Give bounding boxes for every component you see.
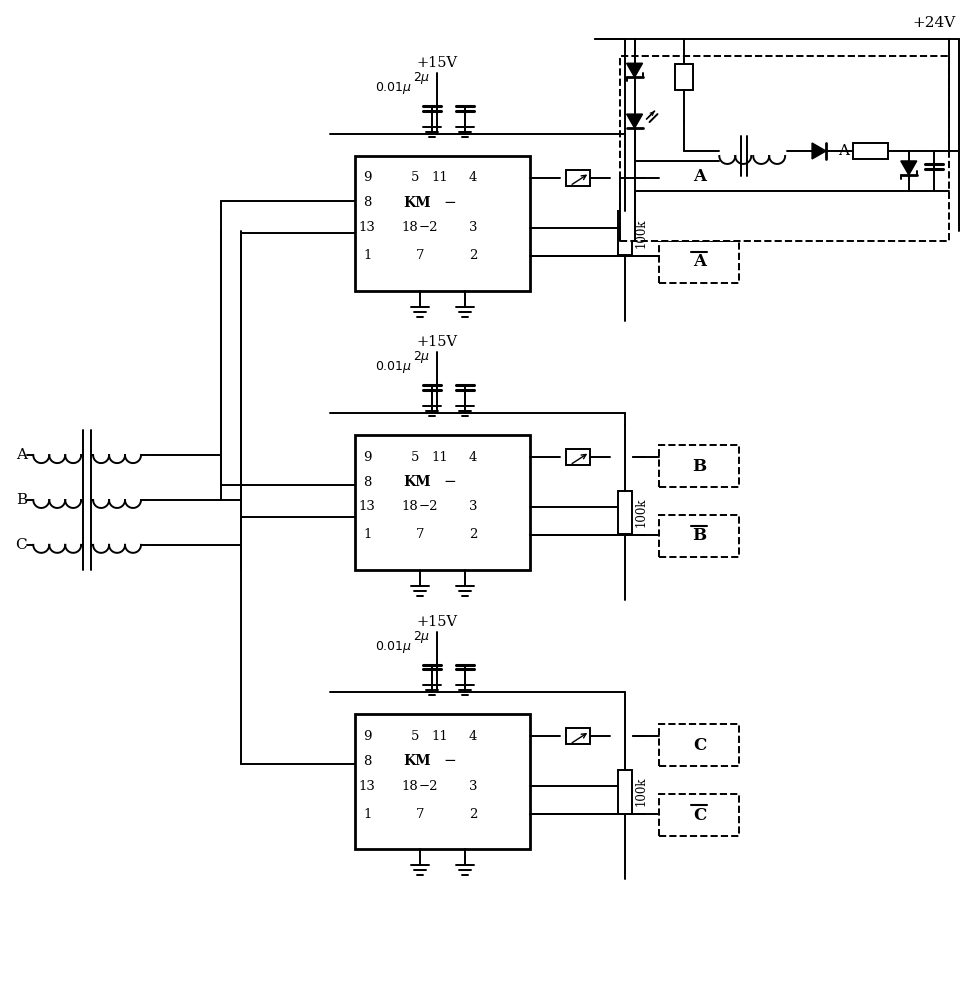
Bar — [659, 515, 740, 556]
Text: −: − — [443, 754, 457, 768]
Text: C: C — [693, 807, 706, 824]
Text: KM: KM — [404, 754, 431, 768]
Bar — [620, 56, 949, 241]
Text: +24V: +24V — [912, 17, 955, 31]
Text: −2: −2 — [418, 501, 438, 514]
Text: KM: KM — [404, 196, 431, 210]
Bar — [355, 436, 529, 570]
Text: 8: 8 — [363, 196, 372, 209]
Text: $2\mu$: $2\mu$ — [413, 349, 431, 365]
Text: −: − — [443, 196, 457, 210]
Text: 100k: 100k — [635, 498, 648, 528]
Text: +15V: +15V — [416, 56, 458, 70]
Polygon shape — [626, 63, 643, 77]
Text: −2: −2 — [418, 222, 438, 235]
Text: A: A — [693, 168, 706, 185]
Text: $0.01\mu$: $0.01\mu$ — [375, 639, 411, 654]
Text: $0.01\mu$: $0.01\mu$ — [375, 80, 411, 96]
Text: +15V: +15V — [416, 615, 458, 629]
Text: A: A — [838, 144, 850, 158]
Bar — [565, 449, 590, 465]
Text: −: − — [443, 475, 457, 489]
Text: 4: 4 — [469, 450, 477, 463]
Bar — [618, 769, 631, 814]
Text: 5: 5 — [411, 450, 419, 463]
Text: 3: 3 — [469, 501, 477, 514]
Text: $2\mu$: $2\mu$ — [413, 629, 431, 644]
Bar — [659, 446, 740, 487]
Bar — [618, 211, 631, 255]
Polygon shape — [626, 114, 643, 128]
Text: 3: 3 — [469, 222, 477, 235]
Text: A: A — [693, 253, 706, 270]
Text: 18: 18 — [402, 501, 418, 514]
Text: C: C — [693, 737, 706, 753]
Bar — [659, 156, 740, 198]
Text: 18: 18 — [402, 780, 418, 793]
Text: 9: 9 — [363, 730, 372, 742]
Bar — [853, 143, 888, 159]
Text: 18: 18 — [402, 222, 418, 235]
Text: 8: 8 — [363, 475, 372, 488]
Text: 7: 7 — [416, 529, 424, 542]
Bar — [676, 64, 693, 90]
Text: 8: 8 — [363, 754, 372, 767]
Text: 2: 2 — [469, 808, 477, 821]
Text: 3: 3 — [469, 780, 477, 793]
Text: 4: 4 — [469, 730, 477, 742]
Bar — [659, 725, 740, 766]
Text: −2: −2 — [418, 780, 438, 793]
Polygon shape — [901, 161, 917, 175]
Text: $2\mu$: $2\mu$ — [413, 70, 431, 86]
Text: 13: 13 — [359, 222, 376, 235]
Text: $0.01\mu$: $0.01\mu$ — [375, 359, 411, 375]
Text: 100k: 100k — [635, 219, 648, 248]
Text: 1: 1 — [363, 249, 372, 262]
Text: 13: 13 — [359, 780, 376, 793]
Bar — [659, 241, 740, 282]
Text: 1: 1 — [363, 529, 372, 542]
Text: 100k: 100k — [635, 777, 648, 807]
Bar — [355, 156, 529, 291]
Text: 2: 2 — [469, 529, 477, 542]
Text: 13: 13 — [359, 501, 376, 514]
Text: 9: 9 — [363, 450, 372, 463]
Text: A: A — [15, 448, 27, 462]
Text: 7: 7 — [416, 808, 424, 821]
Bar — [565, 170, 590, 186]
Text: B: B — [692, 457, 707, 474]
Text: 11: 11 — [432, 730, 448, 742]
Text: 7: 7 — [416, 249, 424, 262]
Text: B: B — [15, 493, 27, 507]
Bar — [565, 729, 590, 744]
Text: 9: 9 — [363, 171, 372, 184]
Text: 11: 11 — [432, 171, 448, 184]
Text: 11: 11 — [432, 450, 448, 463]
Text: KM: KM — [404, 475, 431, 489]
Text: +15V: +15V — [416, 336, 458, 349]
Text: 5: 5 — [411, 171, 419, 184]
Bar — [618, 490, 631, 535]
Text: C: C — [15, 538, 27, 551]
Bar — [659, 794, 740, 836]
Bar — [355, 715, 529, 849]
Text: 1: 1 — [363, 808, 372, 821]
Text: 4: 4 — [469, 171, 477, 184]
Text: B: B — [692, 528, 707, 545]
Text: 5: 5 — [411, 730, 419, 742]
Polygon shape — [812, 143, 826, 159]
Text: 2: 2 — [469, 249, 477, 262]
